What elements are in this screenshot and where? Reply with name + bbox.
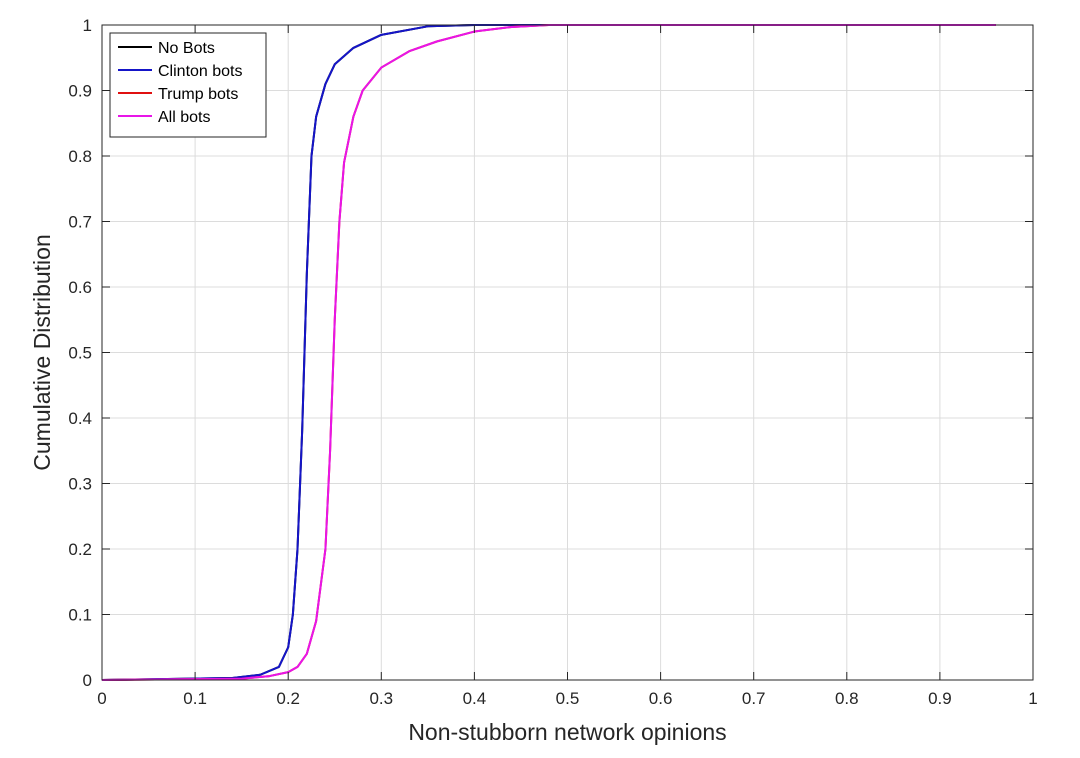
y-tick-label: 0.5 xyxy=(68,344,92,363)
series-line-all-bots xyxy=(101,24,996,681)
x-tick-label: 0.7 xyxy=(742,689,766,708)
x-tick-label: 0.5 xyxy=(556,689,580,708)
legend-label: Trump bots xyxy=(158,86,238,103)
y-tick-label: 0.1 xyxy=(68,606,92,625)
tick-marks xyxy=(101,24,1034,681)
y-tick-label: 0.9 xyxy=(68,82,92,101)
x-tick-labels: 0 0.1 0.2 0.3 0.4 0.5 0.6 0.7 0.8 0.9 1 xyxy=(97,689,1037,708)
y-tick-label: 0 xyxy=(83,671,92,690)
x-tick-label: 0.3 xyxy=(369,689,393,708)
y-tick-label: 0.8 xyxy=(68,147,92,166)
y-tick-labels: 0 0.1 0.2 0.3 0.4 0.5 0.6 0.7 0.8 0.9 1 xyxy=(68,16,92,690)
series-line-clinton-bots xyxy=(101,24,996,681)
x-tick-label: 0.8 xyxy=(835,689,859,708)
legend-label: Clinton bots xyxy=(158,63,243,80)
x-tick-label: 0.9 xyxy=(928,689,952,708)
legend-label: All bots xyxy=(158,109,210,126)
y-axis-title: Cumulative Distribution xyxy=(29,234,55,470)
x-tick-label: 0 xyxy=(97,689,106,708)
x-tick-label: 0.4 xyxy=(463,689,487,708)
y-tick-label: 0.7 xyxy=(68,213,92,232)
x-tick-label: 1 xyxy=(1028,689,1037,708)
x-tick-label: 0.6 xyxy=(649,689,673,708)
y-tick-label: 0.4 xyxy=(68,409,92,428)
y-tick-label: 0.2 xyxy=(68,540,92,559)
series-lines xyxy=(101,24,996,681)
x-tick-label: 0.1 xyxy=(183,689,207,708)
legend-label: No Bots xyxy=(158,40,215,57)
legend: No Bots Clinton bots Trump bots All bots xyxy=(109,32,267,138)
legend-box xyxy=(109,32,267,138)
x-axis-title: Non-stubborn network opinions xyxy=(408,719,726,745)
y-tick-label: 0.3 xyxy=(68,475,92,494)
y-tick-label: 0.6 xyxy=(68,278,92,297)
y-tick-label: 1 xyxy=(83,16,92,35)
x-tick-label: 0.2 xyxy=(276,689,300,708)
